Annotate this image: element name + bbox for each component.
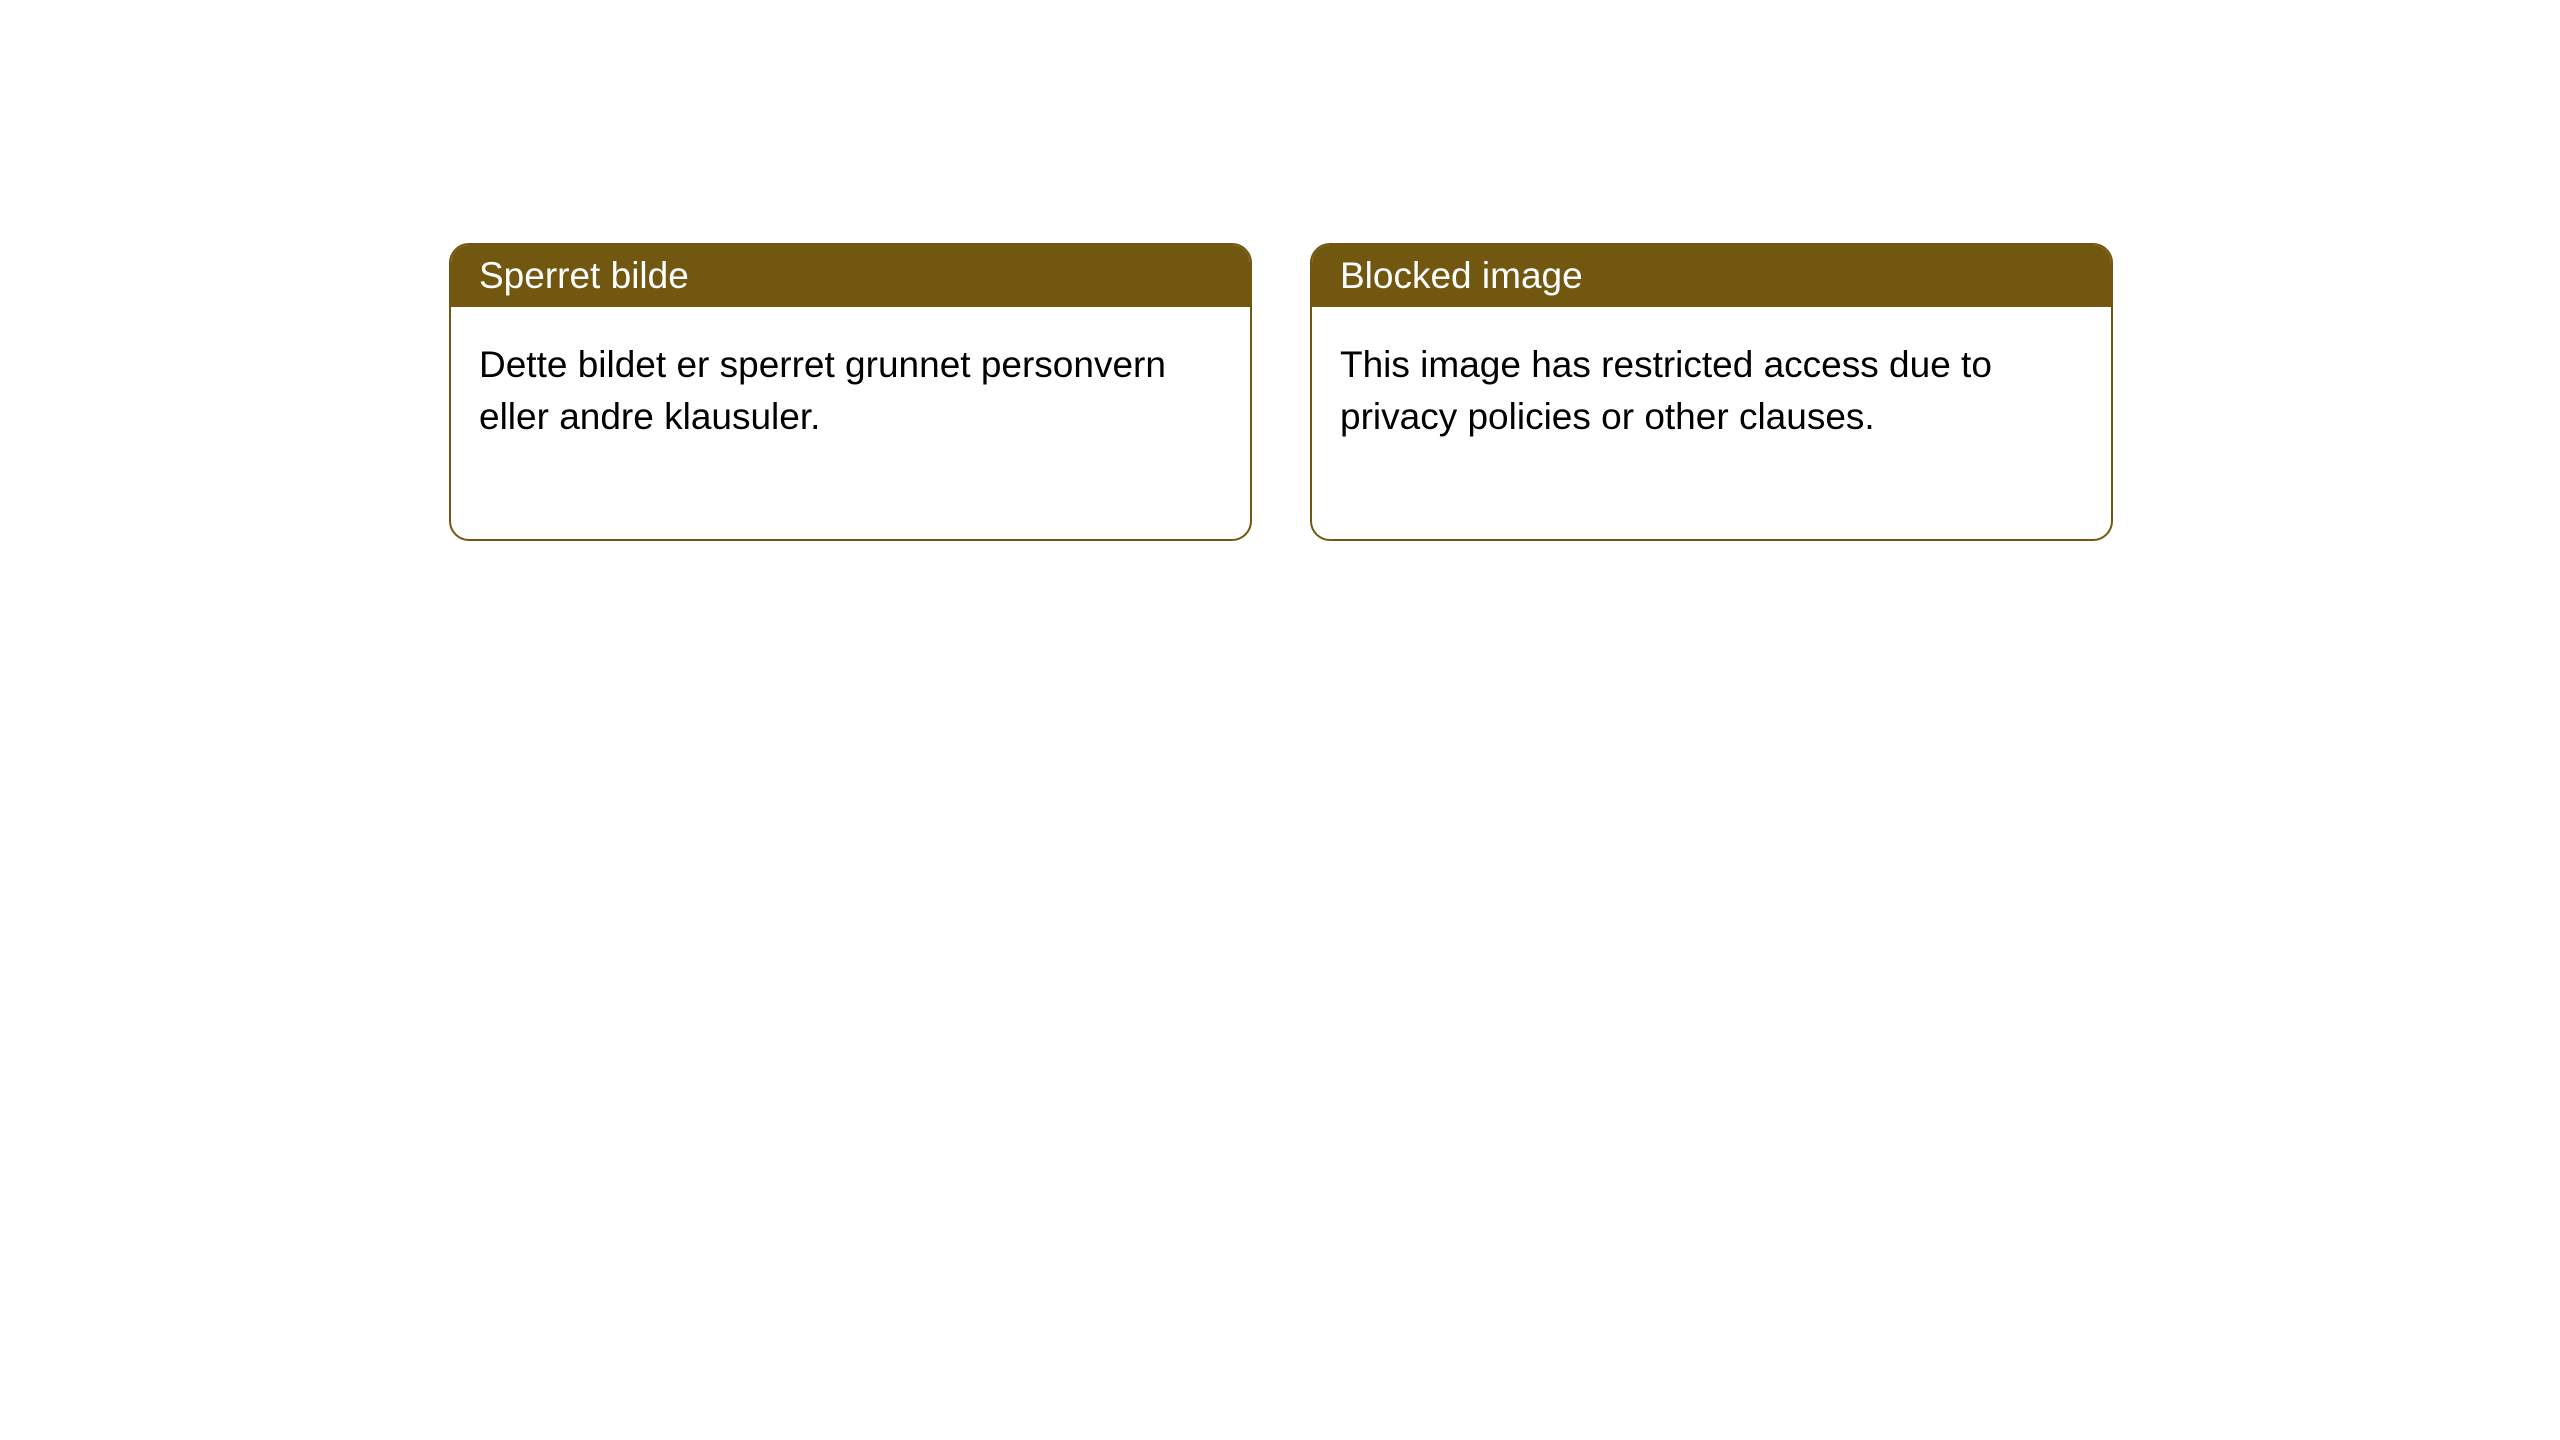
notice-header: Blocked image <box>1312 245 2111 307</box>
notice-title: Sperret bilde <box>479 255 689 296</box>
notice-title: Blocked image <box>1340 255 1583 296</box>
notice-body: This image has restricted access due to … <box>1312 307 2111 539</box>
notice-message: This image has restricted access due to … <box>1340 344 1992 437</box>
notice-header: Sperret bilde <box>451 245 1250 307</box>
notice-container: Sperret bilde Dette bildet er sperret gr… <box>0 0 2560 541</box>
notice-message: Dette bildet er sperret grunnet personve… <box>479 344 1166 437</box>
notice-body: Dette bildet er sperret grunnet personve… <box>451 307 1250 539</box>
notice-card-norwegian: Sperret bilde Dette bildet er sperret gr… <box>449 243 1252 541</box>
notice-card-english: Blocked image This image has restricted … <box>1310 243 2113 541</box>
